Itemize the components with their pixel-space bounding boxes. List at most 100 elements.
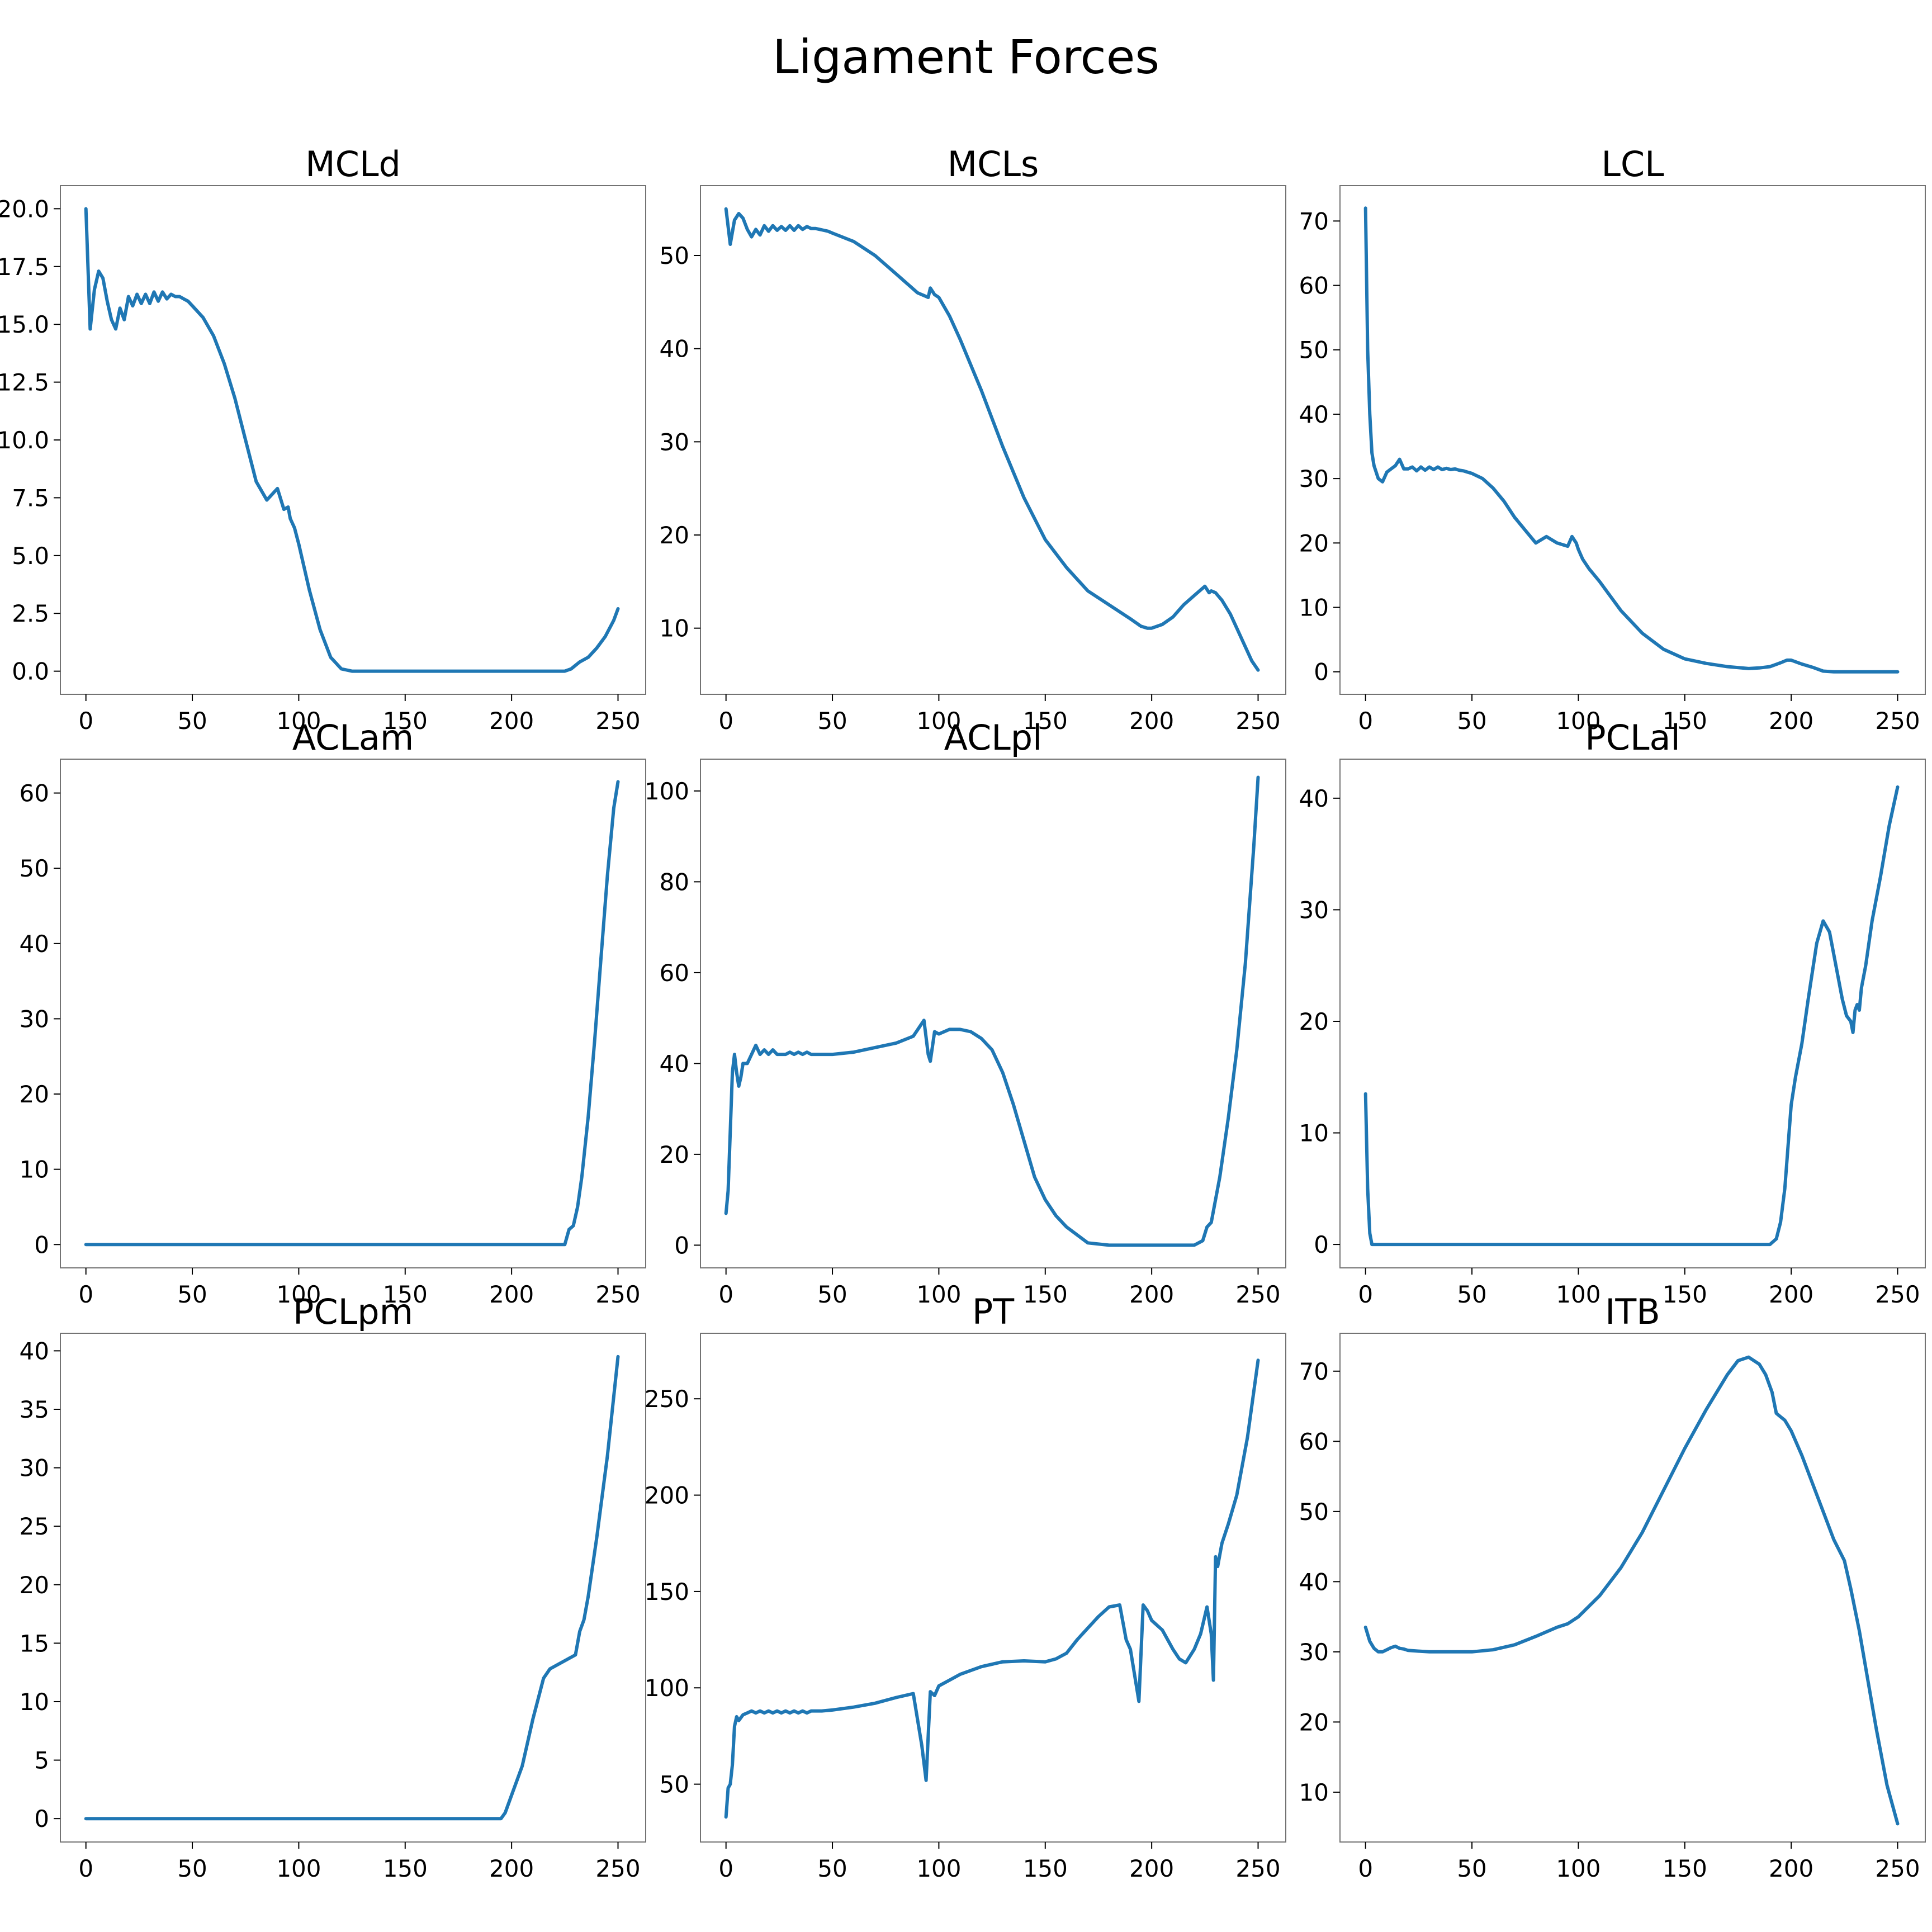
chart-panel-itb: ITB 0 50 100 150 200 250 10 20 30 40 50 60 70 (1299, 1291, 1926, 1882)
y-tick-label: 40 (660, 1050, 689, 1077)
y-tick-label: 50 (1299, 337, 1329, 364)
y-tick-label: 30 (20, 1005, 49, 1033)
x-tick-label: 150 (1663, 707, 1707, 735)
x-tick-label: 100 (916, 707, 961, 735)
chart-title: LCL (1601, 144, 1664, 184)
chart-title: ACLpl (944, 717, 1043, 758)
chart-panel-mcld: MCLd 0 50 100 150 200 250 0.0 2.5 5.0 7.5 10.0 12.5 1… (0, 144, 646, 735)
y-tick-label: 100 (645, 1674, 689, 1702)
y-tick-label: 10 (1299, 1120, 1329, 1147)
y-tick-label: 30 (20, 1455, 49, 1482)
series-line-mcls (724, 207, 1260, 672)
y-tick-label: 0 (1314, 1231, 1329, 1258)
y-tick-label: 20 (1299, 1708, 1329, 1736)
chart-panel-pt: PT 0 50 100 150 200 250 50 100 150 200 250 (645, 1291, 1286, 1882)
x-tick-label: 250 (1875, 1281, 1920, 1308)
y-tick-label: 20 (20, 1081, 49, 1108)
y-tick-label: 40 (1299, 785, 1329, 812)
y-tick-label: 250 (645, 1385, 689, 1413)
y-tick-label: 0 (34, 1231, 49, 1258)
x-tick-label: 50 (817, 707, 847, 735)
y-tick-label: 40 (20, 1337, 49, 1365)
y-tick-label: 0.0 (12, 658, 49, 685)
y-tick-label: 70 (1299, 1358, 1329, 1385)
plot-frame (1339, 1333, 1926, 1843)
x-tick-label: 200 (489, 707, 534, 735)
y-tick-label: 10 (20, 1688, 49, 1716)
y-tick-label: 10 (660, 615, 689, 642)
series-line-pt (724, 1358, 1260, 1819)
y-tick-label: 50 (1299, 1498, 1329, 1526)
x-tick-label: 0 (1358, 1281, 1373, 1308)
y-tick-label: 30 (1299, 465, 1329, 493)
series-line-mcld (84, 207, 620, 673)
chart-panel-pclpm: PCLpm 0 50 100 150 200 250 0 5 10 15 20 25 30 35 40 (20, 1291, 646, 1882)
chart-panel-aclam: ACLam 0 50 100 150 200 250 0 10 20 30 40 50 60 (20, 717, 646, 1308)
series-line-itb (1363, 1355, 1900, 1826)
x-tick-label: 200 (1769, 1855, 1813, 1882)
y-tick-label: 60 (660, 959, 689, 987)
y-tick-label: 10 (20, 1156, 49, 1183)
x-tick-label: 100 (1556, 707, 1600, 735)
y-tick-label: 20.0 (0, 195, 49, 222)
x-tick-label: 100 (1556, 1855, 1600, 1882)
series-line-pclal (1363, 785, 1900, 1247)
x-tick-label: 150 (383, 1855, 428, 1882)
x-tick-label: 50 (177, 707, 207, 735)
plot-frame (700, 185, 1286, 695)
x-tick-label: 50 (177, 1855, 207, 1882)
y-tick-label: 80 (660, 868, 689, 896)
plot-frame (60, 185, 646, 695)
x-tick-label: 0 (78, 1281, 93, 1308)
x-tick-label: 0 (78, 707, 93, 735)
y-tick-label: 2.5 (12, 600, 49, 627)
plot-frame (60, 1333, 646, 1843)
x-tick-label: 100 (276, 1855, 321, 1882)
x-tick-label: 50 (817, 1281, 847, 1308)
y-tick-label: 20 (1299, 1008, 1329, 1035)
x-tick-label: 150 (1023, 1855, 1068, 1882)
chart-title: MCLs (948, 144, 1039, 184)
x-tick-label: 200 (1129, 1281, 1174, 1308)
plot-frame (1339, 185, 1926, 695)
y-tick-label: 12.5 (0, 369, 49, 396)
x-tick-label: 250 (1235, 707, 1280, 735)
y-tick-label: 40 (20, 930, 49, 958)
x-tick-label: 0 (1358, 1855, 1373, 1882)
y-tick-label: 20 (20, 1571, 49, 1599)
x-tick-label: 200 (1769, 707, 1813, 735)
y-tick-label: 25 (20, 1513, 49, 1540)
y-tick-label: 40 (1299, 401, 1329, 428)
y-tick-label: 15 (20, 1630, 49, 1657)
y-tick-label: 60 (1299, 272, 1329, 300)
x-tick-label: 50 (1457, 1281, 1486, 1308)
x-tick-label: 200 (489, 1855, 534, 1882)
y-tick-label: 50 (660, 242, 689, 269)
x-tick-label: 100 (276, 707, 321, 735)
plot-frame (1339, 759, 1926, 1268)
plot-frame (700, 759, 1286, 1268)
y-tick-label: 30 (1299, 1639, 1329, 1666)
y-tick-label: 10 (1299, 1779, 1329, 1806)
y-tick-label: 150 (645, 1578, 689, 1606)
y-tick-label: 20 (1299, 529, 1329, 557)
chart-panel-lcl: LCL 0 50 100 150 200 250 0 10 20 30 40 50 60 70 (1299, 144, 1926, 735)
x-tick-label: 50 (177, 1281, 207, 1308)
plot-frame (700, 1333, 1286, 1843)
y-tick-label: 0 (1314, 659, 1329, 686)
y-tick-label: 10 (1299, 594, 1329, 621)
x-tick-label: 0 (78, 1855, 93, 1882)
chart-title: ITB (1605, 1291, 1660, 1332)
plot-frame (60, 759, 646, 1268)
x-tick-label: 250 (595, 1855, 640, 1882)
y-tick-label: 0 (674, 1232, 689, 1259)
y-tick-label: 40 (660, 335, 689, 363)
x-tick-label: 150 (383, 1281, 428, 1308)
y-tick-label: 50 (660, 1771, 689, 1798)
x-tick-label: 0 (1358, 707, 1373, 735)
x-tick-label: 50 (1457, 707, 1486, 735)
x-tick-label: 150 (1023, 1281, 1068, 1308)
y-tick-label: 100 (645, 778, 689, 805)
x-tick-label: 150 (1023, 707, 1068, 735)
x-tick-label: 250 (1235, 1855, 1280, 1882)
